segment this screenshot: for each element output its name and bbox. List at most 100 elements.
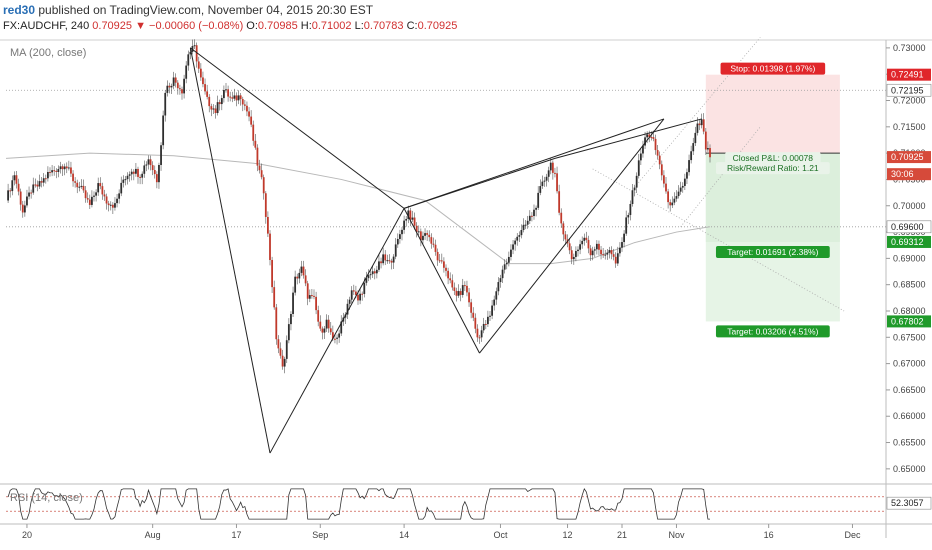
- candle-body: [545, 176, 548, 181]
- candle-body: [145, 164, 148, 166]
- candle-body: [417, 231, 420, 233]
- candle-body: [346, 303, 349, 315]
- time-tick-label: 21: [617, 530, 627, 540]
- candle-body: [225, 89, 227, 91]
- candle-body: [19, 191, 22, 205]
- candle-body: [495, 291, 498, 300]
- rsi-line: [7, 487, 710, 520]
- candle-body: [388, 260, 391, 262]
- candle-body: [533, 209, 535, 217]
- axis-badge-price: 0.70925: [891, 152, 924, 162]
- candle-body: [40, 181, 43, 183]
- time-tick-label: 17: [231, 530, 241, 540]
- axis-badge-bg: [887, 315, 931, 328]
- candle-body: [535, 207, 537, 210]
- candle-body: [32, 184, 35, 193]
- candle-body: [415, 225, 418, 232]
- candle-body: [38, 181, 41, 187]
- candle-body: [72, 173, 74, 182]
- candle-body: [283, 358, 286, 367]
- close-value: 0.70925: [417, 20, 458, 32]
- candle-body: [696, 123, 699, 133]
- candle-body: [30, 192, 33, 194]
- candle-body: [558, 191, 561, 213]
- author-name[interactable]: red30: [3, 3, 36, 17]
- candle-body: [271, 260, 273, 288]
- candle-body: [547, 170, 550, 177]
- pattern-line-1[interactable]: [189, 47, 271, 454]
- candle-body: [363, 282, 366, 294]
- candle-body: [627, 214, 630, 218]
- candle-body: [352, 290, 355, 292]
- price-tick-label: 0.66000: [893, 411, 926, 421]
- price-tick-label: 0.68000: [893, 306, 926, 316]
- pattern-line-4[interactable]: [403, 208, 480, 354]
- pattern-line-3[interactable]: [269, 208, 405, 454]
- pattern-line-8[interactable]: [554, 118, 702, 159]
- candle-body: [7, 190, 9, 201]
- candle-body: [526, 220, 529, 225]
- price-tick-label: 0.66500: [893, 385, 926, 395]
- candle-body: [608, 250, 611, 253]
- candle-body: [390, 260, 393, 263]
- candle-body: [487, 316, 489, 325]
- rsi-indicator-label[interactable]: RSI (14, close): [10, 492, 83, 504]
- candle-body: [74, 181, 77, 183]
- candle-body: [91, 196, 93, 205]
- candle-body: [336, 337, 338, 339]
- candle-body: [277, 339, 280, 349]
- candle-body: [204, 84, 206, 92]
- candle-body: [453, 287, 456, 291]
- candle-body: [654, 138, 657, 151]
- candle-body: [512, 244, 514, 250]
- candle-body: [635, 175, 638, 188]
- candle-body: [570, 250, 573, 260]
- candle-body: [107, 203, 110, 206]
- candle-body: [660, 164, 663, 176]
- candle-body: [564, 234, 567, 240]
- candle-body: [646, 134, 649, 138]
- axis-badge-bg: [887, 235, 931, 248]
- candle-body: [275, 307, 278, 340]
- candle-body: [551, 162, 554, 173]
- candle-body: [67, 167, 70, 169]
- candle-body: [461, 285, 464, 295]
- candle-body: [457, 291, 460, 296]
- candle-body: [405, 218, 408, 221]
- candle-body: [348, 299, 351, 304]
- candle-body: [308, 295, 311, 299]
- candle-body: [243, 104, 246, 106]
- pattern-line-2[interactable]: [190, 47, 405, 209]
- candle-body: [63, 166, 66, 170]
- rr-label-bg: [715, 162, 830, 175]
- candle-body: [583, 237, 586, 241]
- candle-body: [214, 108, 217, 114]
- candle-body: [53, 170, 56, 172]
- axis-badge-bg: [887, 68, 931, 81]
- pattern-line-5[interactable]: [403, 118, 665, 209]
- candle-body: [193, 45, 196, 47]
- candle-body: [472, 312, 475, 318]
- candle-body: [210, 106, 213, 110]
- candle-body: [600, 249, 602, 255]
- candle-body: [399, 234, 401, 239]
- publish-line: red30 published on TradingView.com, Nove…: [3, 3, 373, 17]
- candle-body: [612, 254, 615, 257]
- candle-body: [466, 285, 468, 293]
- candle-body: [260, 170, 263, 178]
- candle-body: [455, 290, 458, 296]
- candle-body: [598, 243, 600, 250]
- candle-body: [478, 337, 481, 339]
- candle-body: [482, 323, 485, 331]
- price-tick-label: 0.67000: [893, 359, 926, 369]
- candle-body: [82, 185, 85, 191]
- ma-indicator-label[interactable]: MA (200, close): [10, 47, 87, 59]
- pattern-line-6[interactable]: [479, 118, 665, 354]
- candle-body: [111, 204, 114, 208]
- pattern-line-7[interactable]: [403, 157, 556, 209]
- candle-body: [489, 315, 491, 317]
- price-tick-label: 0.69000: [893, 253, 926, 263]
- candle-body: [403, 220, 405, 230]
- symbol-label: FX:AUDCHF, 240: [3, 20, 90, 32]
